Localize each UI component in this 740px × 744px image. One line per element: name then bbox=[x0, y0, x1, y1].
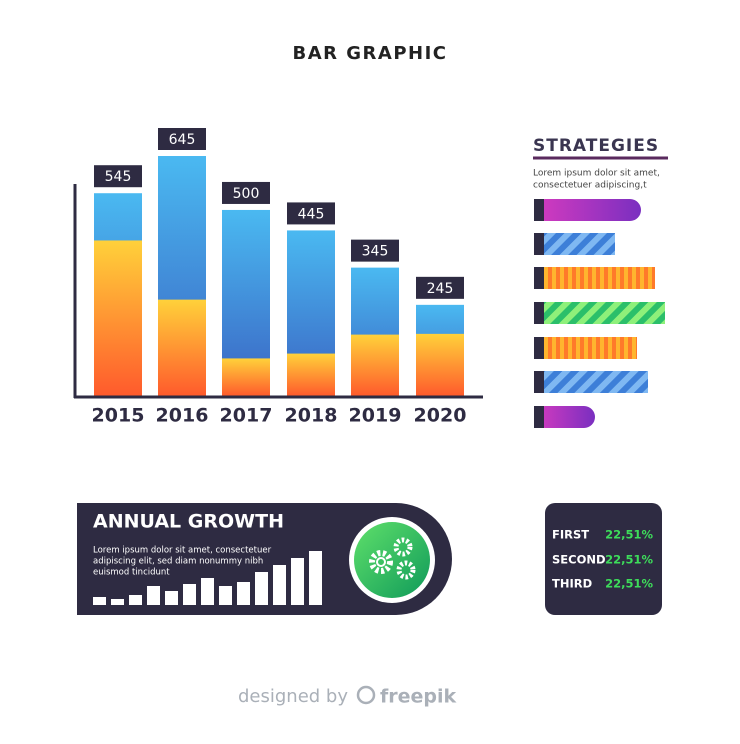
strategy-bar bbox=[534, 233, 615, 255]
bar-cap bbox=[534, 302, 544, 324]
mini-bar bbox=[309, 551, 322, 605]
stats-panel: FIRST 22,51% SECOND 22,51% THIRD 22,51% bbox=[545, 503, 662, 615]
mini-bar bbox=[201, 578, 214, 605]
mini-bar bbox=[273, 565, 286, 605]
label-box bbox=[222, 181, 270, 204]
mini-bar bbox=[165, 591, 178, 605]
x-tick-label: 2016 bbox=[156, 405, 209, 427]
bar-lower bbox=[287, 353, 335, 396]
stat-label: FIRST bbox=[552, 528, 589, 542]
footer-text: designed by bbox=[238, 686, 348, 707]
footer-logo bbox=[356, 685, 376, 705]
x-tick-label: 2017 bbox=[220, 405, 273, 427]
mini-bar bbox=[93, 597, 106, 605]
label-box bbox=[287, 202, 335, 225]
strategies-panel: STRATEGIES Lorem ipsum dolor sit amet, c… bbox=[533, 136, 668, 428]
stat-value: 22,51% bbox=[605, 553, 653, 567]
panel-bg bbox=[77, 503, 452, 615]
strategy-bar bbox=[534, 302, 665, 324]
value-label: 545 bbox=[105, 169, 132, 185]
mini-bar bbox=[291, 558, 304, 605]
bar-cap bbox=[534, 199, 544, 221]
value-label: 500 bbox=[233, 186, 260, 202]
gears-icon bbox=[369, 537, 416, 580]
annual-growth-panel: ANNUAL GROWTH Lorem ipsum dolor sit amet… bbox=[77, 503, 452, 615]
panel-text: Lorem ipsum dolor sit amet, consectetuer bbox=[93, 546, 272, 556]
value-label: 345 bbox=[362, 244, 389, 260]
bar-lower bbox=[222, 358, 270, 396]
bar-cap bbox=[534, 406, 544, 428]
mini-bar bbox=[237, 582, 250, 605]
stat-value: 22,51% bbox=[605, 528, 653, 542]
strategy-bar bbox=[534, 371, 648, 393]
mini-bar bbox=[255, 572, 268, 605]
bar-cap bbox=[534, 233, 544, 255]
label-box bbox=[94, 165, 142, 188]
x-tick-label: 2020 bbox=[414, 405, 467, 427]
label-box bbox=[416, 276, 464, 299]
mini-bar bbox=[183, 584, 196, 605]
bar-chart: 545 2015 645 2016 500 2017 445 2018 345 2019 245 20… bbox=[92, 128, 467, 427]
strategies-text: consectetuer adipiscing,t bbox=[533, 181, 647, 191]
mini-bar bbox=[111, 599, 124, 605]
strategy-bar bbox=[534, 267, 655, 289]
label-box bbox=[158, 128, 206, 150]
panel-bg bbox=[545, 503, 662, 615]
value-label: 645 bbox=[169, 132, 196, 148]
strategies-title: STRATEGIES bbox=[533, 136, 659, 156]
chart-title: BAR GRAPHIC bbox=[292, 43, 447, 64]
panel-title: ANNUAL GROWTH bbox=[93, 511, 284, 533]
value-label: 445 bbox=[298, 206, 325, 222]
mini-bar bbox=[129, 595, 142, 605]
x-tick-label: 2019 bbox=[349, 405, 402, 427]
panel-text: adipiscing elit, sed diam nonummy nibh bbox=[93, 557, 263, 567]
bar-lower bbox=[416, 333, 464, 396]
strategies-text: Lorem ipsum dolor sit amet, bbox=[533, 169, 660, 179]
mini-bar bbox=[219, 586, 232, 605]
strategy-bar bbox=[534, 199, 641, 221]
bar-lower bbox=[94, 240, 142, 396]
bar-cap bbox=[534, 267, 544, 289]
x-tick-label: 2018 bbox=[285, 405, 338, 427]
bar-cap bbox=[534, 337, 544, 359]
stat-value: 22,51% bbox=[605, 577, 653, 591]
value-label: 245 bbox=[427, 281, 454, 297]
icon-circle bbox=[354, 522, 430, 598]
x-tick-label: 2015 bbox=[92, 405, 145, 427]
bar-cap bbox=[534, 371, 544, 393]
bar-lower bbox=[158, 299, 206, 396]
strategy-bar bbox=[534, 406, 595, 428]
bar-lower bbox=[351, 334, 399, 396]
mini-bar bbox=[147, 586, 160, 605]
panel-text: euismod tincidunt bbox=[93, 568, 170, 578]
stat-label: THIRD bbox=[552, 577, 592, 591]
label-box bbox=[351, 239, 399, 262]
stat-label: SECOND bbox=[552, 553, 606, 567]
strategy-bar bbox=[534, 337, 637, 359]
footer-brand: freepik bbox=[380, 686, 457, 708]
